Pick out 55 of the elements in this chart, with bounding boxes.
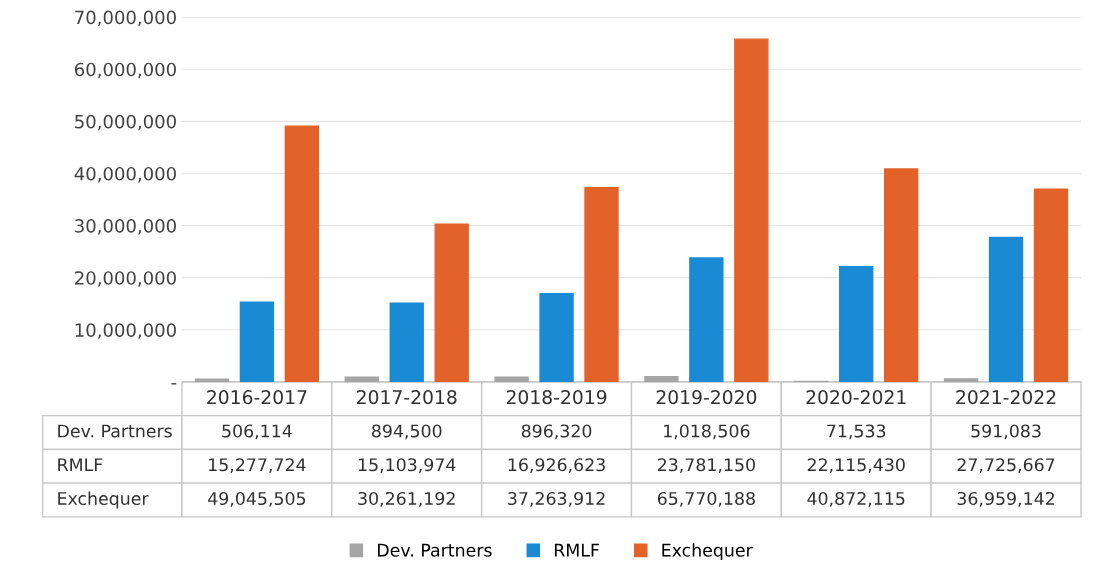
data-label: 591,083 — [971, 424, 1041, 440]
x-tick-label: 2016-2017 — [207, 390, 307, 405]
bar — [644, 375, 679, 382]
data-label: 23,781,150 — [657, 458, 755, 474]
x-tick-label: 2020-2021 — [806, 390, 906, 405]
data-label: 71,533 — [827, 424, 886, 440]
data-label: 37,263,912 — [508, 491, 605, 507]
data-label: 36,959,142 — [957, 491, 1054, 507]
data-label: 22,115,430 — [807, 458, 905, 474]
x-tick-label: 2019-2020 — [656, 390, 757, 405]
legend-label: RMLF — [554, 543, 599, 557]
bar — [734, 38, 769, 382]
legend-label: Exchequer — [662, 543, 753, 561]
bar — [539, 292, 574, 382]
data-label: 896,320 — [521, 424, 592, 440]
text: RMLF — [58, 458, 103, 472]
data-label: 49,045,505 — [208, 491, 306, 507]
y-tick-label: 40,000,000 — [74, 166, 176, 183]
text: Exchequer — [58, 491, 149, 509]
bar — [344, 376, 379, 382]
data-label: 27,725,667 — [957, 458, 1055, 474]
bar — [284, 125, 320, 382]
data-label: 506,114 — [222, 424, 292, 440]
x-tick-label: 2017-2018 — [357, 390, 457, 405]
data-label: 30,261,192 — [358, 491, 455, 507]
data-label: 15,277,724 — [209, 458, 306, 474]
data-label: 1,018,506 — [664, 424, 750, 440]
data-label: 15,103,974 — [358, 458, 456, 474]
bar — [943, 378, 979, 382]
bar — [584, 187, 619, 382]
bar — [988, 236, 1024, 382]
bar — [689, 257, 724, 382]
x-tick-label: 2021-2022 — [956, 390, 1056, 405]
bar — [194, 378, 230, 382]
y-tick-label: 50,000,000 — [75, 114, 176, 131]
text: Dev. Partners — [58, 424, 172, 438]
bar — [839, 265, 874, 382]
x-tick-label: 2018-2019 — [506, 390, 607, 405]
y-tick-label: 70,000,000 — [75, 10, 176, 27]
y-tick-label: 30,000,000 — [75, 219, 176, 235]
bar — [494, 376, 529, 382]
y-tick-label: 10,000,000 — [75, 323, 176, 339]
data-label: 894,500 — [372, 424, 442, 440]
bar — [1033, 188, 1069, 382]
bar — [434, 223, 469, 382]
data-label: 40,872,115 — [807, 491, 905, 507]
data-label: 16,926,623 — [508, 458, 605, 474]
bar — [239, 301, 275, 382]
data-label: 65,770,188 — [657, 491, 755, 507]
y-tick-label: 20,000,000 — [75, 271, 176, 287]
legend-label: Dev. Partners — [378, 543, 492, 557]
y-tick-label: 60,000,000 — [75, 62, 176, 79]
bar — [389, 302, 424, 382]
y-tick-label: - — [171, 383, 177, 385]
bar — [883, 168, 919, 382]
